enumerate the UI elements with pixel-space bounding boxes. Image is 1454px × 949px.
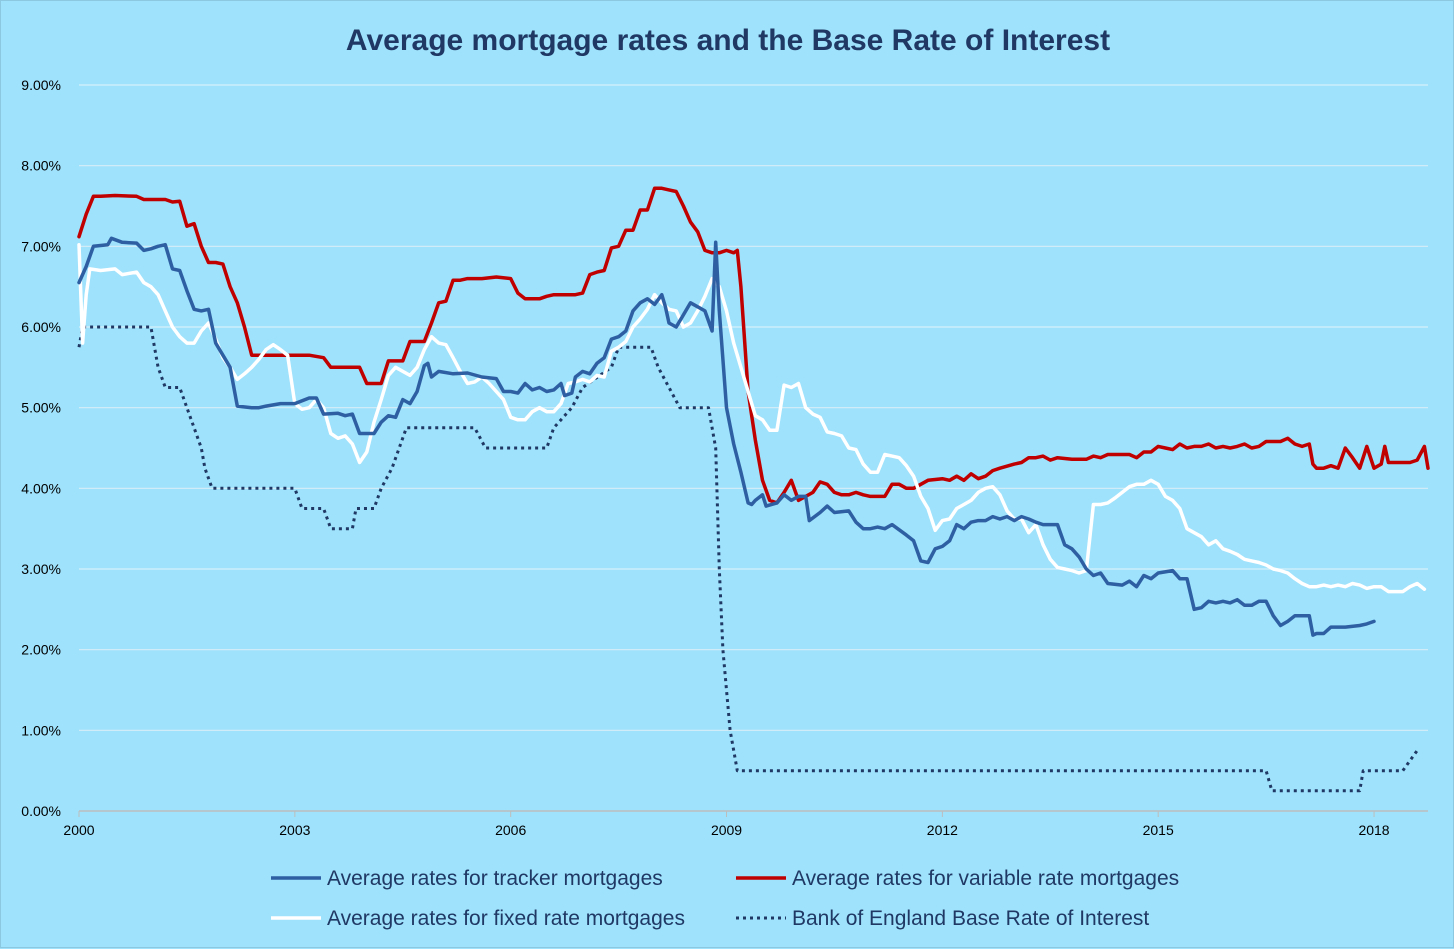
- y-tick-label: 8.00%: [21, 158, 61, 174]
- x-tick-label: 2012: [927, 822, 958, 838]
- legend-label-1: Average rates for variable rate mortgage…: [792, 867, 1179, 890]
- series-line-3: [77, 325, 1419, 793]
- series-line-0: [77, 236, 1376, 637]
- x-tick-label: 2009: [711, 822, 742, 838]
- y-tick-label: 1.00%: [21, 722, 61, 738]
- x-tick-label: 2015: [1143, 822, 1174, 838]
- x-tick-label: 2000: [63, 822, 94, 838]
- y-tick-label: 7.00%: [21, 238, 61, 254]
- y-tick-label: 0.00%: [21, 803, 61, 819]
- series-line-2: [77, 242, 1427, 594]
- legend-label-2: Average rates for fixed rate mortgages: [327, 907, 685, 930]
- y-tick-label: 6.00%: [21, 319, 61, 335]
- y-tick-label: 5.00%: [21, 400, 61, 416]
- y-tick-label: 2.00%: [21, 642, 61, 658]
- y-tick-label: 4.00%: [21, 480, 61, 496]
- series-lines: [77, 186, 1430, 793]
- y-tick-label: 9.00%: [21, 77, 61, 93]
- legend-label-3: Bank of England Base Rate of Interest: [792, 907, 1149, 930]
- chart-title: Average mortgage rates and the Base Rate…: [346, 24, 1110, 57]
- series-line-1: [77, 186, 1430, 505]
- y-axis-tick-labels: 0.00% 1.00% 2.00% 3.00% 4.00% 5.00% 6.00% 7.00%…: [21, 77, 61, 819]
- x-tick-label: 2018: [1358, 822, 1389, 838]
- legend-label-0: Average rates for tracker mortgages: [327, 867, 663, 890]
- legend: Average rates for tracker mortgages Avera…: [271, 867, 1179, 930]
- x-tick-label: 2006: [495, 822, 526, 838]
- y-tick-label: 3.00%: [21, 561, 61, 577]
- x-tick-label: 2003: [279, 822, 310, 838]
- x-axis-tick-labels: 2000 2003 2006 2009 2012 2015 2018: [63, 811, 1390, 838]
